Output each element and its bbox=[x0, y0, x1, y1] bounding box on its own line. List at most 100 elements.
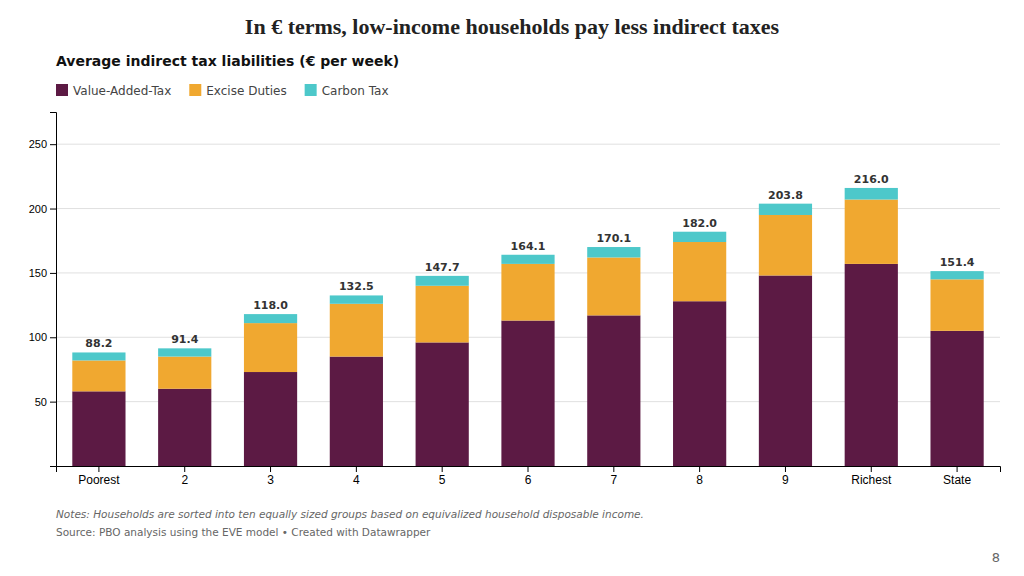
legend-item: Carbon Tax bbox=[305, 84, 389, 98]
total-label: 216.0 bbox=[854, 173, 889, 186]
bar bbox=[845, 200, 898, 264]
bar bbox=[845, 188, 898, 200]
total-label: 91.4 bbox=[171, 333, 198, 346]
tick-label: 8 bbox=[696, 473, 703, 487]
chart: In € terms, low-income households pay le… bbox=[0, 0, 1024, 576]
bar bbox=[158, 348, 211, 356]
total-label: 132.5 bbox=[339, 280, 374, 293]
bar bbox=[587, 247, 640, 257]
bar bbox=[759, 204, 812, 215]
tick: 3 bbox=[267, 466, 274, 487]
legend: Value-Added-Tax Excise Duties Carbon Tax bbox=[56, 84, 389, 98]
total-label: 88.2 bbox=[85, 337, 112, 350]
total-label: 151.4 bbox=[940, 256, 975, 269]
tick-mark bbox=[184, 466, 185, 472]
legend-swatch bbox=[305, 84, 317, 96]
tick-label: Poorest bbox=[78, 473, 120, 487]
bar bbox=[673, 301, 726, 466]
tick-mark bbox=[957, 466, 958, 472]
bar bbox=[416, 276, 469, 286]
legend-swatch bbox=[56, 84, 68, 96]
tick-label: 6 bbox=[525, 473, 532, 487]
bar bbox=[930, 331, 983, 466]
y-axis: 50 100 150 200 250 bbox=[29, 113, 57, 467]
series bbox=[72, 188, 983, 360]
tick-mark bbox=[871, 466, 872, 472]
bar bbox=[587, 315, 640, 466]
tick: 6 bbox=[525, 466, 532, 487]
total-label: 118.0 bbox=[253, 299, 288, 312]
bar bbox=[158, 389, 211, 466]
tick: State bbox=[943, 466, 971, 487]
bar bbox=[930, 271, 983, 279]
bar bbox=[759, 275, 812, 466]
page-number: 8 bbox=[992, 550, 1000, 565]
tick-label: 4 bbox=[353, 473, 360, 487]
series bbox=[72, 264, 983, 466]
subtitle: Average indirect tax liabilities (€ per … bbox=[56, 53, 399, 69]
bar bbox=[501, 321, 554, 466]
tick: 200 bbox=[29, 203, 56, 215]
x-axis: Poorest 2 3 4 5 6 7 8 9 Richest State bbox=[57, 466, 1001, 487]
bar bbox=[158, 357, 211, 389]
bar bbox=[587, 257, 640, 315]
total-labels: 88.291.4118.0132.5147.7164.1170.1182.020… bbox=[85, 173, 974, 351]
total-label: 170.1 bbox=[596, 232, 631, 245]
bar bbox=[244, 323, 297, 372]
tick: Poorest bbox=[78, 466, 120, 487]
bar bbox=[72, 391, 125, 466]
tick-mark bbox=[270, 466, 271, 472]
total-label: 182.0 bbox=[682, 217, 717, 230]
total-label: 203.8 bbox=[768, 189, 803, 202]
tick-mark bbox=[50, 273, 56, 274]
axis-line bbox=[50, 113, 57, 467]
tick-label: 2 bbox=[181, 473, 188, 487]
tick: 4 bbox=[353, 466, 360, 487]
series bbox=[72, 200, 983, 392]
bar bbox=[759, 215, 812, 276]
bar bbox=[501, 264, 554, 321]
tick: 8 bbox=[696, 466, 703, 487]
note: Notes: Households are sorted into ten eq… bbox=[56, 508, 644, 520]
tick-mark bbox=[785, 466, 786, 472]
tick-label: 9 bbox=[782, 473, 789, 487]
tick-mark bbox=[50, 402, 56, 403]
total-label: 147.7 bbox=[425, 261, 460, 274]
bar bbox=[330, 295, 383, 303]
bar bbox=[930, 279, 983, 330]
bar bbox=[501, 255, 554, 264]
tick-label: 150 bbox=[29, 267, 47, 279]
tick-label: Richest bbox=[851, 473, 892, 487]
tick: 50 bbox=[35, 396, 56, 408]
tick-label: 3 bbox=[267, 473, 274, 487]
tick: 150 bbox=[29, 267, 56, 279]
tick-mark bbox=[356, 466, 357, 472]
tick-label: 50 bbox=[35, 396, 47, 408]
tick-label: 7 bbox=[610, 473, 617, 487]
tick: Richest bbox=[851, 466, 892, 487]
bar bbox=[845, 264, 898, 466]
bar bbox=[416, 342, 469, 466]
grid-line bbox=[56, 144, 1000, 145]
tick: 100 bbox=[29, 331, 56, 343]
legend-label: Excise Duties bbox=[206, 84, 286, 98]
plot: 88.291.4118.0132.5147.7164.1170.1182.020… bbox=[29, 113, 1001, 487]
tick: 5 bbox=[439, 466, 446, 487]
note: Source: PBO analysis using the EVE model… bbox=[56, 526, 431, 538]
tick-mark bbox=[699, 466, 700, 472]
bar bbox=[673, 232, 726, 242]
tick-label: 250 bbox=[29, 138, 47, 150]
bar bbox=[72, 360, 125, 391]
tick-label: 5 bbox=[439, 473, 446, 487]
tick-label: State bbox=[943, 473, 971, 487]
tick-mark bbox=[528, 466, 529, 472]
legend-item: Excise Duties bbox=[189, 84, 286, 98]
tick-mark bbox=[50, 209, 56, 210]
legend-swatch bbox=[189, 84, 201, 96]
bars bbox=[72, 188, 983, 466]
tick-mark bbox=[98, 466, 99, 472]
bar bbox=[416, 286, 469, 343]
tick-mark bbox=[50, 144, 56, 145]
legend-label: Carbon Tax bbox=[322, 84, 389, 98]
legend-item: Value-Added-Tax bbox=[56, 84, 171, 98]
